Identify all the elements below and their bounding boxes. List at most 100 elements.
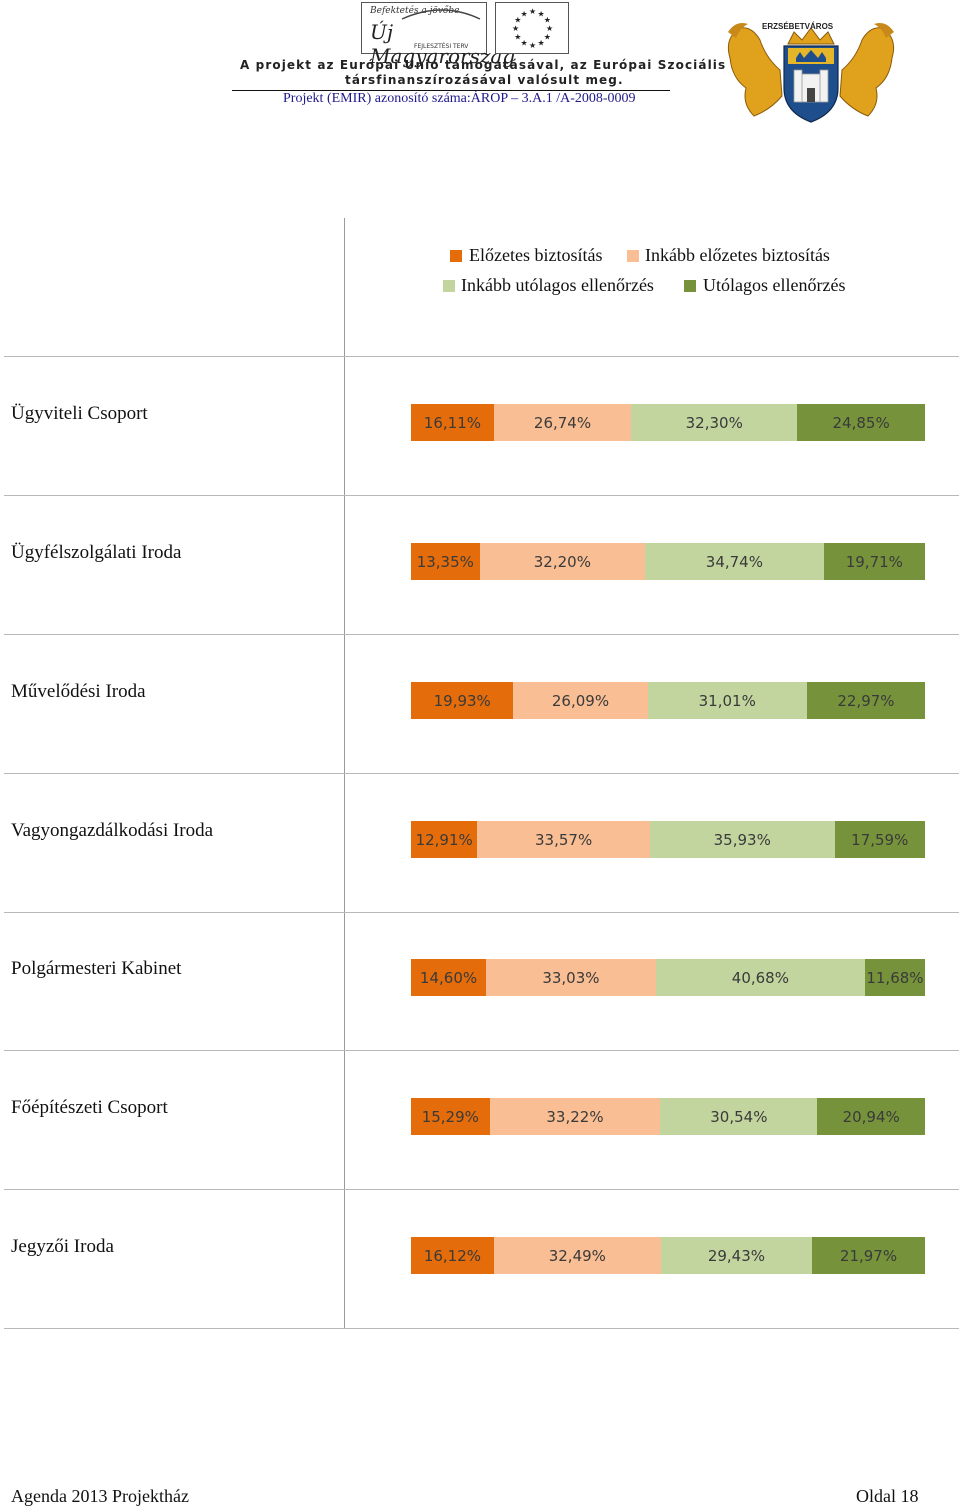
- bar-segment: 26,09%: [513, 682, 648, 719]
- stacked-bar-row: 12,91% 33,57% 35,93% 17,59%: [411, 821, 925, 858]
- bar-segment: 32,30%: [631, 404, 798, 441]
- bar-segment: 33,57%: [477, 821, 650, 858]
- eu-star-icon: ★: [514, 33, 521, 42]
- row-divider: [4, 1050, 959, 1051]
- eu-star-icon: ★: [538, 39, 545, 48]
- legend-label-4: Utólagos ellenőrzés: [703, 275, 846, 295]
- data-label: 21,97%: [839, 1246, 898, 1265]
- data-label: 16,11%: [423, 413, 481, 432]
- legend-label-1: Előzetes biztosítás: [469, 245, 603, 265]
- data-label: 15,29%: [421, 1107, 479, 1126]
- data-label: 33,22%: [546, 1107, 604, 1126]
- data-label: 13,35%: [416, 552, 474, 571]
- category-label: Vagyongazdálkodási Iroda: [11, 820, 214, 841]
- stacked-bar-row: 15,29% 33,22% 30,54% 20,94%: [411, 1098, 925, 1135]
- eu-star-icon: ★: [512, 24, 519, 33]
- data-label: 33,57%: [535, 830, 593, 849]
- row-divider: [4, 1189, 959, 1190]
- bar-segment: 16,12%: [411, 1237, 494, 1274]
- data-label: 24,85%: [832, 413, 890, 432]
- row-divider: [4, 356, 959, 357]
- bar-segment: 11,68%: [864, 959, 925, 996]
- footer-page-number: Oldal 18: [856, 1486, 919, 1506]
- data-label: 32,49%: [548, 1246, 606, 1265]
- data-label: 19,71%: [845, 552, 903, 571]
- bar-segment: 40,68%: [655, 959, 865, 996]
- bar-segment: 19,71%: [823, 543, 925, 580]
- uj-magyarorszag-logo: Befektetés a jövőbe Új Magyarország FEJL…: [361, 2, 515, 68]
- row-divider: [4, 773, 959, 774]
- bar-segment: 20,94%: [817, 1098, 925, 1135]
- bar-segment: 19,93%: [411, 682, 514, 719]
- bar-segment: 32,49%: [493, 1237, 661, 1274]
- bar-segment: 16,11%: [411, 404, 494, 441]
- logo-tagline: Befektetés a jövőbe: [370, 6, 460, 16]
- data-label: 40,68%: [731, 968, 789, 987]
- header-funding-line-2: társfinanszírozásával valósult meg.: [345, 73, 624, 87]
- erzsebetvaros-crest-icon: [727, 23, 895, 123]
- legend-swatch-1: [450, 250, 462, 262]
- logo-wordmark: Új Magyarország: [370, 20, 516, 68]
- bar-segment: 33,03%: [486, 959, 656, 996]
- data-label: 12,91%: [415, 830, 473, 849]
- eu-star-icon: ★: [538, 9, 545, 18]
- bar-segment: 33,22%: [489, 1098, 661, 1135]
- data-label: 32,30%: [685, 413, 743, 432]
- legend-swatch-3: [443, 280, 455, 292]
- bar-segment: 15,29%: [411, 1098, 490, 1135]
- stacked-bar-row: 16,11% 26,74% 32,30% 24,85%: [411, 404, 925, 441]
- bar-segment: 31,01%: [647, 682, 807, 719]
- category-label: Jegyzői Iroda: [11, 1236, 114, 1257]
- eu-star-icon: ★: [546, 24, 553, 33]
- bar-segment: 17,59%: [834, 821, 925, 858]
- logo-subline: FEJLESZTÉSI TERV: [414, 43, 469, 50]
- eu-star-icon: ★: [529, 41, 536, 50]
- category-label: Ügyfélszolgálati Iroda: [11, 542, 182, 563]
- bar-segment: 24,85%: [797, 404, 925, 441]
- bar-segment: 12,91%: [411, 821, 478, 858]
- crest-label: ERZSÉBETVÁROS: [762, 22, 834, 31]
- data-label: 20,94%: [842, 1107, 900, 1126]
- eu-star-icon: ★: [529, 7, 536, 16]
- data-label: 19,93%: [433, 691, 491, 710]
- category-label: Ügyviteli Csoport: [11, 403, 148, 424]
- bar-segment: 21,97%: [812, 1237, 925, 1274]
- bar-segment: 32,20%: [479, 543, 646, 580]
- bar-segment: 22,97%: [806, 682, 925, 719]
- data-label: 31,01%: [698, 691, 756, 710]
- eu-star-icon: ★: [544, 16, 551, 25]
- data-label: 11,68%: [866, 968, 924, 987]
- bar-segment: 34,74%: [645, 543, 824, 580]
- data-label: 34,74%: [705, 552, 763, 571]
- category-label: Főépítészeti Csoport: [11, 1097, 168, 1118]
- data-label: 35,93%: [713, 830, 771, 849]
- header-project-id: Projekt (EMIR) azonosító száma:ÁROP – 3.…: [283, 91, 636, 106]
- eu-star-icon: ★: [521, 9, 528, 18]
- data-label: 26,09%: [551, 691, 610, 710]
- stacked-bar-row: 14,60% 33,03% 40,68% 11,68%: [411, 959, 925, 996]
- data-label: 33,03%: [542, 968, 600, 987]
- bar-segment: 13,35%: [411, 543, 480, 580]
- eu-star-icon: ★: [514, 16, 521, 25]
- stacked-bar-row: 19,93% 26,09% 31,01% 22,97%: [411, 682, 925, 719]
- stacked-bar-row: 16,12% 32,49% 29,43% 21,97%: [411, 1237, 925, 1274]
- data-label: 16,12%: [423, 1246, 482, 1265]
- data-label: 26,74%: [533, 413, 592, 432]
- logo-arc-icon: [401, 9, 481, 20]
- data-label: 17,59%: [851, 830, 909, 849]
- row-divider: [4, 634, 959, 635]
- stacked-bar-row: 13,35% 32,20% 34,74% 19,71%: [411, 543, 925, 580]
- eu-star-icon: ★: [521, 39, 528, 48]
- bar-segment: 30,54%: [660, 1098, 818, 1135]
- row-divider: [4, 1328, 959, 1329]
- bar-segment: 35,93%: [649, 821, 835, 858]
- legend-label-3: Inkább utólagos ellenőrzés: [461, 275, 654, 295]
- category-label: Polgármesteri Kabinet: [11, 958, 182, 979]
- category-label: Művelődési Iroda: [11, 681, 146, 702]
- eu-stars-icon: ★★★★★★★★★ ★ ★★: [512, 7, 553, 50]
- legend-label-2: Inkább előzetes biztosítás: [645, 245, 830, 265]
- bar-segment: 26,74%: [493, 404, 632, 441]
- eu-star-icon: ★: [544, 33, 551, 42]
- bar-segment: 29,43%: [660, 1237, 813, 1274]
- header-funding-line-1: A projekt az Európai Unió támogatásával,…: [240, 58, 767, 72]
